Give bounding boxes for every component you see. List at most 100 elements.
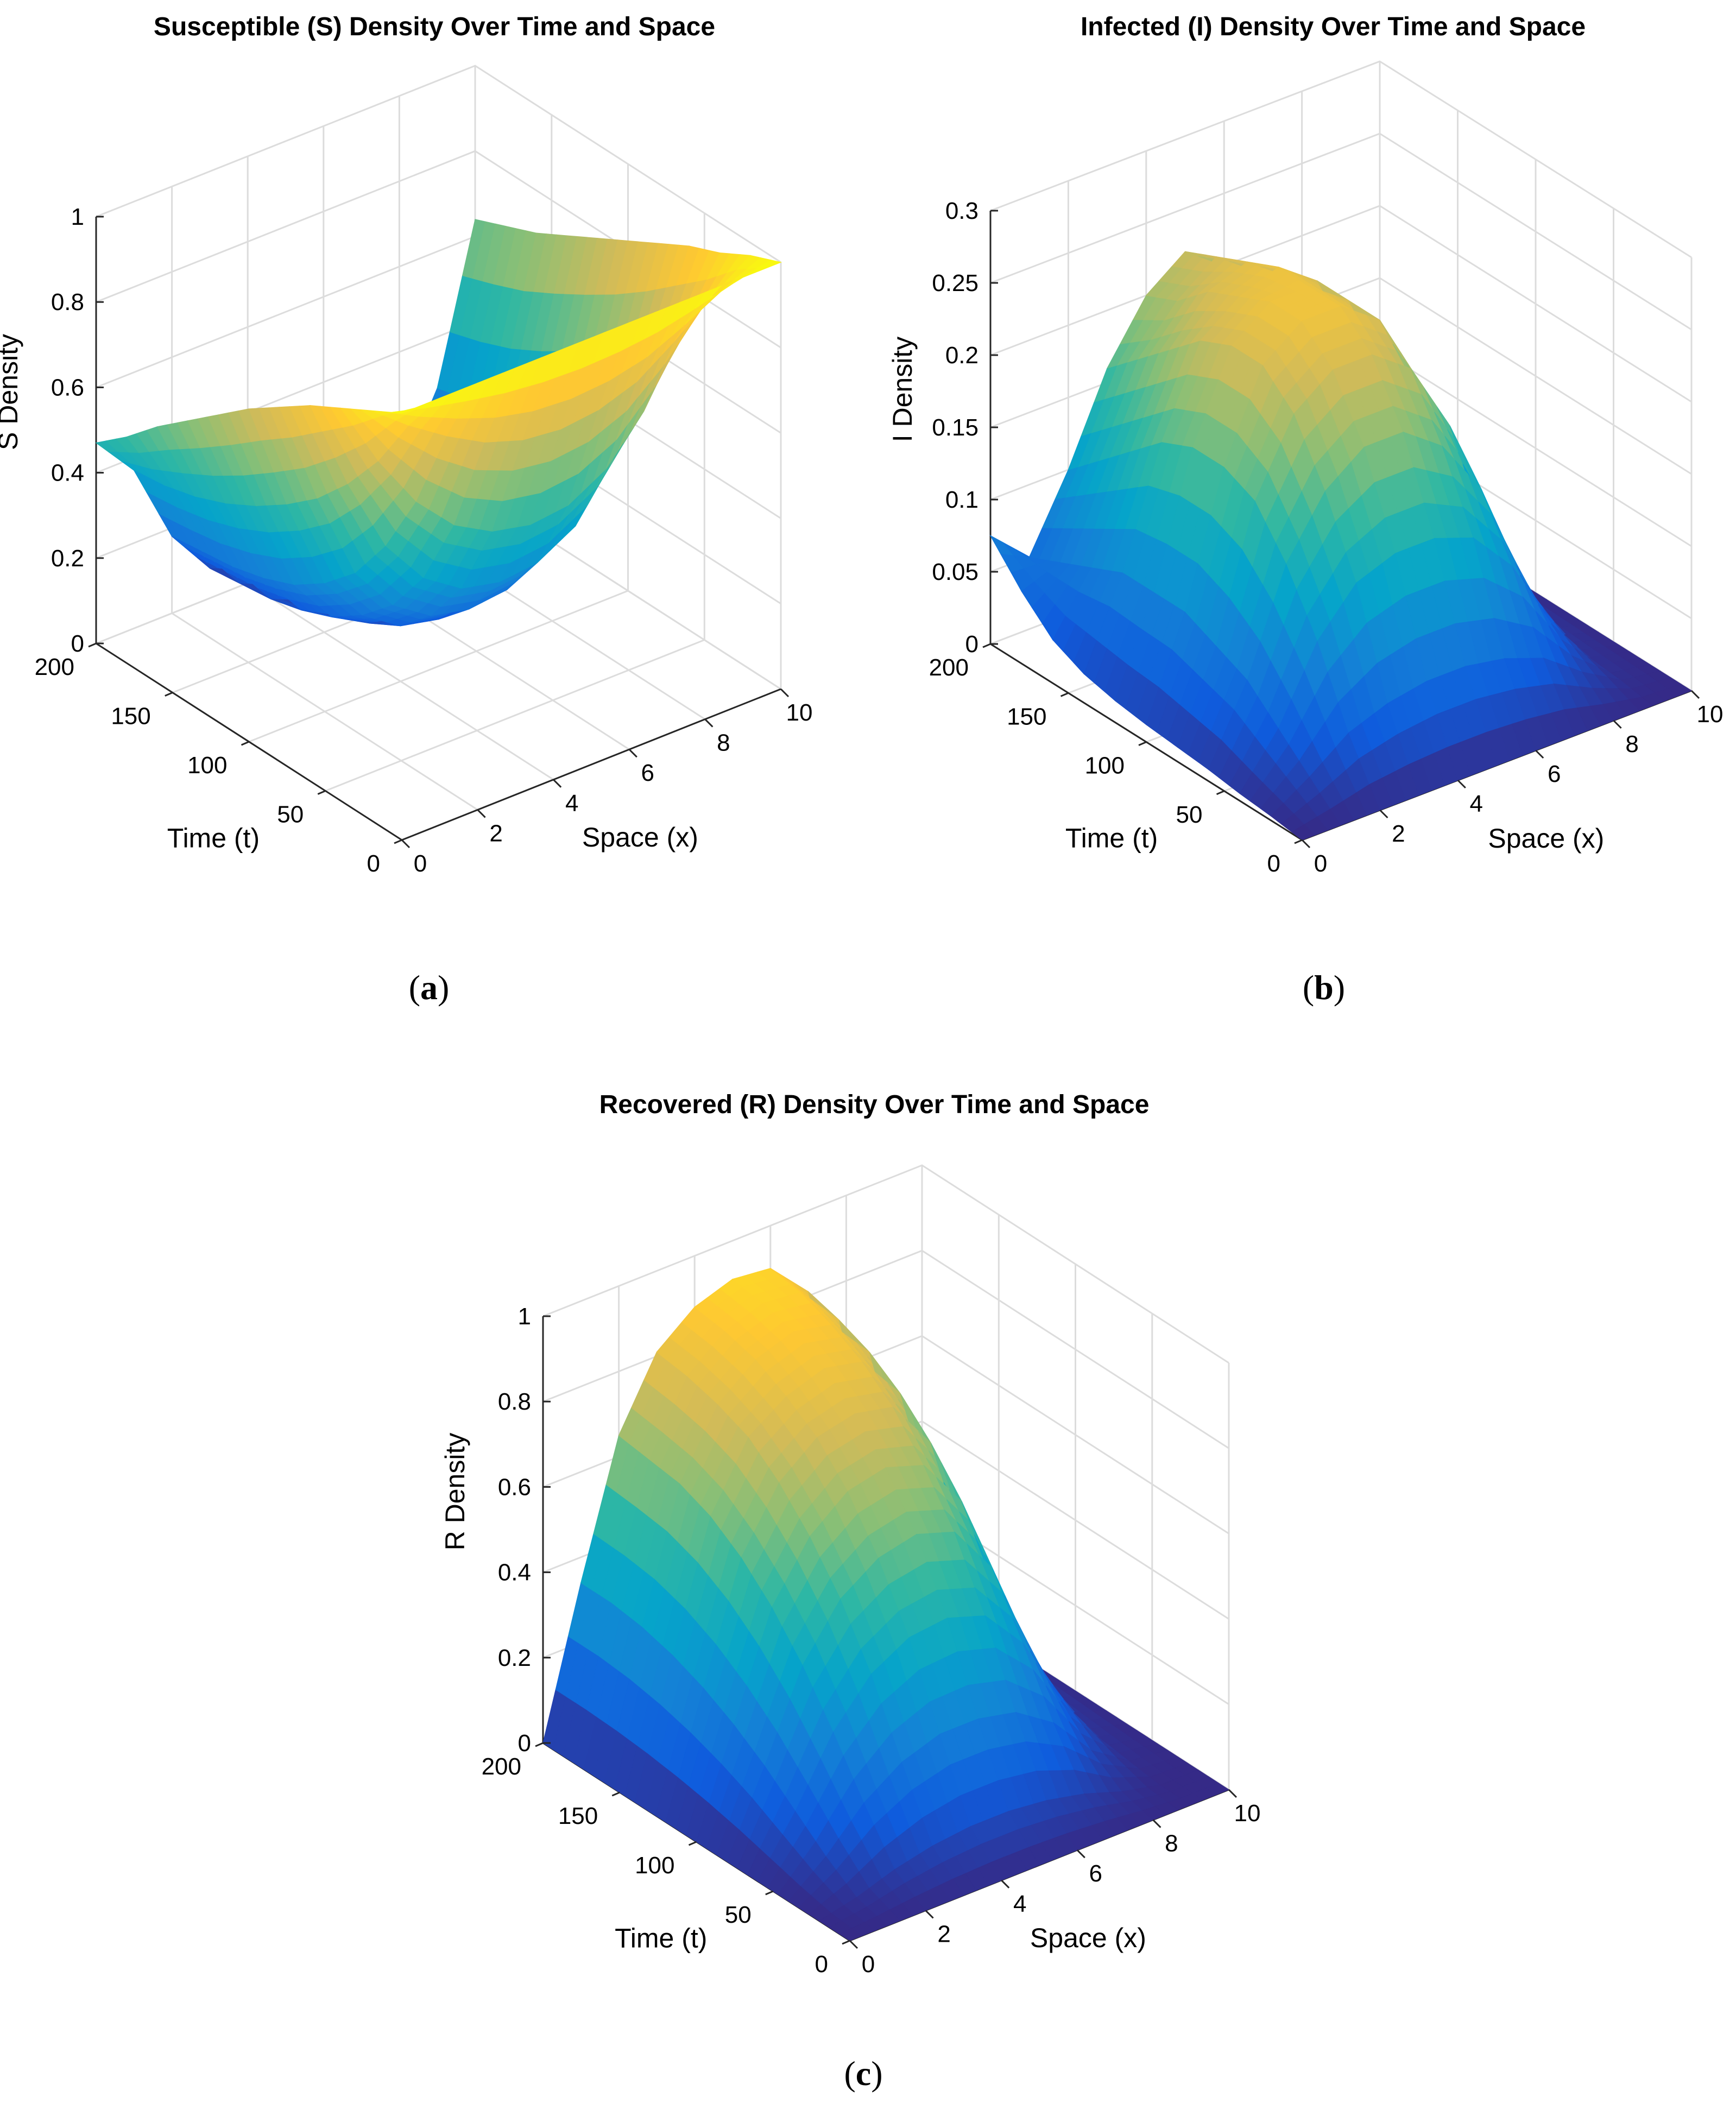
panel-label-close: ) (871, 2054, 882, 2093)
x-tick-mark (1076, 1849, 1085, 1859)
y-axis-label: Time (t) (615, 1923, 707, 1954)
z-tick-label: 0.2 (945, 342, 979, 369)
x-tick-mark (1613, 719, 1622, 729)
x-tick-label: 10 (1234, 1800, 1261, 1827)
x-tick-mark (1152, 1819, 1161, 1828)
x-tick-mark (704, 718, 714, 728)
x-tick-label: 4 (1013, 1891, 1026, 1917)
x-tick-label: 2 (937, 1921, 950, 1947)
z-tick-label: 0.6 (51, 374, 84, 401)
y-tick-label: 100 (1085, 753, 1125, 779)
y-tick-label: 100 (187, 752, 227, 779)
x-tick-label: 6 (1548, 761, 1561, 787)
z-tick-label: 1 (71, 204, 84, 230)
y-tick-mark (1138, 741, 1147, 746)
z-tick-label: 0.4 (51, 460, 84, 487)
x-tick-mark (1379, 809, 1388, 819)
panel-label-open: ( (844, 2054, 855, 2093)
y-tick-mark (982, 643, 991, 648)
x-tick-mark (1535, 749, 1544, 759)
x-tick-label: 10 (786, 699, 813, 726)
y-tick-label: 50 (1176, 801, 1203, 828)
x-tick-label: 10 (1697, 701, 1724, 728)
x-tick-mark (1001, 1879, 1010, 1889)
x-axis-label: Space (x) (582, 822, 698, 852)
y-tick-label: 200 (35, 654, 74, 680)
y-tick-label: 150 (558, 1803, 598, 1829)
y-tick-mark (1060, 692, 1069, 697)
x-tick-mark (628, 749, 637, 758)
x-tick-mark (780, 688, 790, 698)
panel-label-open: ( (409, 968, 420, 1007)
chart-title: Recovered (R) Density Over Time and Spac… (599, 1090, 1150, 1119)
x-axis-label: Space (x) (1488, 823, 1604, 854)
y-tick-mark (842, 1940, 850, 1945)
z-tick-label: 0.4 (498, 1559, 531, 1586)
y-tick-label: 150 (1007, 703, 1046, 730)
y-tick-label: 50 (277, 801, 304, 828)
surface-patch (1667, 684, 1693, 696)
x-axis-line (401, 688, 781, 841)
y-tick-mark (317, 790, 326, 795)
panel-label-letter: b (1314, 968, 1334, 1007)
x-tick-label: 6 (641, 760, 654, 786)
y-tick-label: 0 (1267, 850, 1280, 877)
z-axis-label: I Density (887, 337, 918, 443)
x-tick-label: 4 (565, 790, 578, 817)
x-tick-label: 0 (862, 1951, 875, 1978)
z-tick-label: 0.8 (51, 289, 84, 315)
panel-label-open: ( (1303, 968, 1314, 1007)
surface (95, 219, 782, 627)
panel-label-letter: c (856, 2054, 871, 2093)
y-tick-label: 50 (725, 1902, 752, 1928)
panel-label-close: ) (438, 968, 449, 1007)
z-tick-label: 1 (518, 1303, 531, 1330)
x-tick-label: 2 (1392, 820, 1405, 847)
x-tick-label: 0 (1314, 850, 1327, 877)
y-tick-label: 200 (482, 1753, 521, 1780)
z-tick-label: 0.8 (498, 1388, 531, 1415)
z-tick-label: 0.15 (932, 414, 979, 441)
x-tick-label: 4 (1470, 791, 1483, 817)
z-tick-label: 0 (71, 630, 84, 657)
panel-label-letter: a (420, 968, 438, 1007)
x-tick-label: 8 (1165, 1830, 1178, 1857)
y-axis-label: Time (t) (167, 823, 260, 853)
y-tick-mark (165, 692, 173, 697)
x-axis-label: Space (x) (1030, 1923, 1146, 1953)
y-tick-mark (535, 1742, 544, 1747)
y-tick-label: 200 (929, 654, 969, 681)
y-tick-label: 150 (111, 703, 150, 730)
y-tick-mark (88, 642, 97, 648)
x-tick-label: 2 (489, 820, 502, 847)
chart-panel-b: 024681005010015020000.050.10.150.20.250.… (887, 12, 1723, 1007)
x-tick-label: 8 (1625, 731, 1638, 757)
surface-patch (1205, 1783, 1230, 1795)
y-tick-mark (241, 741, 250, 746)
chart-title: Infected (I) Density Over Time and Space (1081, 12, 1586, 41)
y-tick-mark (1294, 839, 1303, 844)
z-tick-label: 0.2 (498, 1645, 531, 1671)
y-tick-mark (1216, 790, 1225, 795)
z-axis-label: R Density (440, 1433, 470, 1551)
z-tick-label: 0.6 (498, 1474, 531, 1500)
y-tick-label: 100 (635, 1852, 674, 1879)
z-tick-label: 0.25 (932, 270, 979, 296)
z-tick-label: 0 (518, 1730, 531, 1757)
y-tick-label: 0 (367, 850, 380, 877)
x-tick-mark (1457, 779, 1466, 789)
z-tick-label: 0.2 (51, 545, 84, 572)
x-tick-label: 8 (717, 730, 730, 756)
y-tick-mark (688, 1841, 697, 1846)
surface (989, 251, 1693, 841)
x-tick-mark (477, 809, 486, 818)
y-tick-mark (394, 839, 402, 844)
z-tick-label: 0 (965, 631, 979, 658)
x-tick-label: 0 (414, 850, 427, 877)
y-tick-mark (611, 1791, 620, 1797)
x-tick-mark (401, 839, 411, 849)
surface-patch (989, 534, 1015, 557)
